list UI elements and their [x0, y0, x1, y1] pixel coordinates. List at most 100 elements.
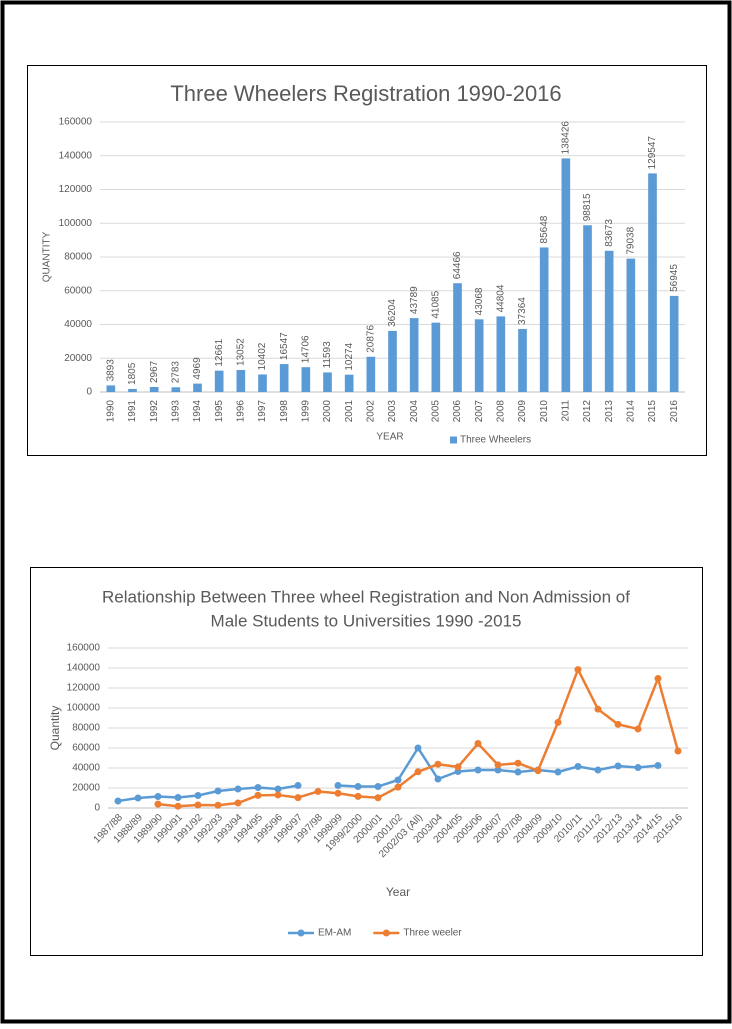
data-label: 43789 — [409, 286, 420, 314]
point — [414, 744, 422, 752]
bar — [561, 158, 571, 392]
x-tick-label: 2015 — [647, 400, 658, 423]
legend-swatch — [450, 436, 457, 444]
data-label: 2967 — [149, 360, 160, 383]
data-label: 1805 — [127, 362, 138, 385]
point — [414, 768, 422, 776]
point — [134, 794, 142, 802]
x-axis-label: YEAR — [376, 432, 403, 443]
x-tick-label: 1999 — [300, 400, 311, 423]
data-label: 64466 — [452, 251, 463, 279]
bar — [583, 225, 592, 392]
data-label: 2783 — [170, 361, 181, 384]
point — [634, 764, 642, 771]
bar — [366, 356, 376, 392]
point — [574, 666, 582, 674]
point — [514, 759, 522, 767]
data-label: 43068 — [474, 287, 485, 315]
point — [354, 792, 362, 800]
x-tick-label: 1998 — [279, 400, 290, 423]
data-label: 85648 — [539, 215, 550, 243]
point — [354, 783, 362, 790]
y-axis-label: QUANTITY — [42, 231, 53, 282]
bar — [626, 258, 636, 392]
x-tick-label: 2016 — [669, 400, 680, 423]
x-tick-label: 1994 — [192, 400, 203, 423]
point — [554, 718, 562, 726]
x-tick-label: 2004 — [409, 400, 420, 423]
x-axis-label: Year — [386, 885, 410, 899]
chart-title: Relationship Between Three wheel Registr… — [102, 587, 630, 606]
x-tick-label: 1997 — [257, 400, 268, 423]
bar — [518, 328, 527, 392]
y-tick-label: 60000 — [64, 285, 92, 296]
y-tick-label: 20000 — [72, 783, 100, 794]
data-label: 138426 — [560, 121, 571, 155]
x-tick-label: 2011 — [560, 400, 571, 422]
data-label: 36204 — [387, 299, 398, 327]
x-tick-label: 1991 — [127, 400, 138, 423]
data-label: 10402 — [257, 342, 268, 370]
point — [594, 705, 602, 713]
y-tick-label: 60000 — [72, 743, 100, 754]
data-label: 14706 — [300, 335, 311, 363]
x-tick-label: 2014 — [625, 400, 636, 423]
point — [274, 791, 282, 799]
y-tick-label: 0 — [94, 803, 100, 814]
point — [434, 775, 442, 783]
data-label: 41085 — [430, 290, 441, 318]
chart-title: Three Wheelers Registration 1990-2016 — [170, 81, 561, 106]
bar — [106, 385, 116, 392]
bar — [258, 374, 267, 392]
point — [654, 762, 662, 769]
point — [294, 782, 302, 789]
legend-label: EM-AM — [318, 928, 351, 939]
chart-frame — [27, 65, 707, 456]
y-tick-label: 120000 — [59, 184, 93, 195]
bar — [604, 250, 614, 392]
bar — [128, 388, 137, 392]
chart-title: Male Students to Universities 1990 -2015 — [211, 611, 522, 630]
bar — [388, 330, 397, 392]
bar — [409, 318, 419, 392]
x-tick-label: 1996 — [235, 400, 246, 423]
bar — [474, 319, 484, 392]
data-label: 56945 — [669, 264, 680, 292]
point — [174, 802, 182, 810]
point — [234, 799, 242, 807]
point — [634, 725, 642, 733]
x-tick-label: 1992 — [149, 400, 160, 423]
data-label: 37364 — [517, 297, 528, 325]
point — [614, 720, 622, 728]
point — [434, 760, 442, 768]
bar — [171, 387, 181, 392]
x-tick-label: 2000 — [322, 400, 333, 423]
point — [334, 789, 342, 797]
point — [394, 783, 402, 791]
legend-label: Three weeler — [403, 928, 462, 939]
chart-frame — [30, 567, 703, 956]
legend-label: Three Wheelers — [460, 435, 531, 446]
point — [474, 766, 482, 774]
y-tick-label: 160000 — [59, 117, 93, 128]
point — [114, 797, 122, 805]
x-tick-label: 2010 — [539, 400, 550, 423]
x-tick-label: 2001 — [344, 400, 355, 423]
point — [394, 776, 402, 784]
y-tick-label: 40000 — [72, 763, 100, 774]
data-label: 98815 — [582, 193, 593, 221]
data-label: 83673 — [604, 219, 615, 247]
point — [214, 801, 222, 809]
y-tick-label: 0 — [86, 387, 92, 398]
point — [214, 787, 222, 795]
x-tick-label: 2007 — [474, 400, 485, 423]
point — [154, 800, 162, 808]
point — [234, 785, 242, 793]
point — [154, 793, 162, 800]
point — [614, 762, 622, 770]
y-tick-label: 20000 — [64, 353, 92, 364]
bar — [669, 295, 679, 392]
y-tick-label: 160000 — [67, 643, 101, 654]
